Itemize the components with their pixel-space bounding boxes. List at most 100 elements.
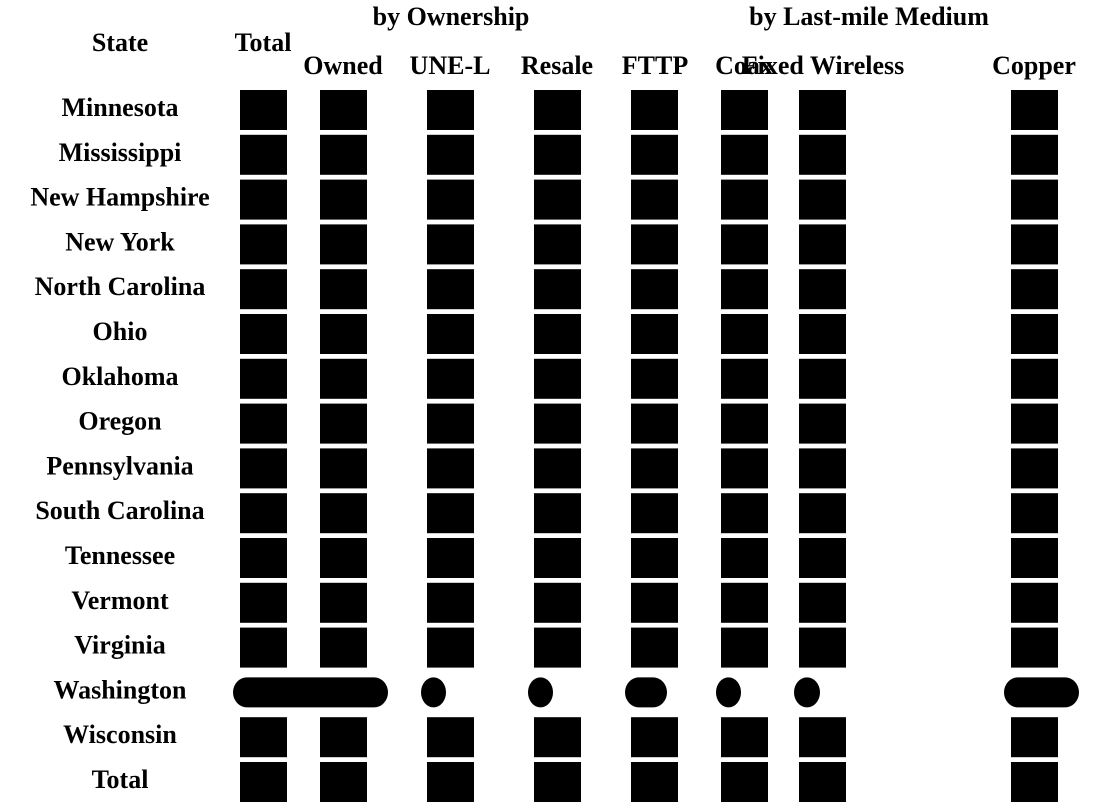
- redaction: [1011, 627, 1058, 668]
- redaction: [1011, 90, 1058, 130]
- redaction: [320, 179, 367, 220]
- redaction: [534, 358, 581, 399]
- row-label: Mississippi: [59, 138, 182, 167]
- redaction: [799, 762, 846, 802]
- row-label: Oregon: [78, 407, 162, 436]
- row-label: Virginia: [74, 631, 165, 660]
- redaction: [320, 358, 367, 399]
- redaction: [799, 269, 846, 310]
- redaction: [320, 269, 367, 310]
- row-label: Wisconsin: [63, 720, 177, 749]
- redaction: [534, 90, 581, 130]
- redaction: [721, 179, 768, 220]
- redaction: [721, 358, 768, 399]
- redaction: [1011, 358, 1058, 399]
- header-column: Owned: [303, 51, 383, 80]
- redaction: [1011, 403, 1058, 444]
- redaction: [631, 448, 678, 489]
- header-column: Copper: [992, 51, 1076, 80]
- redaction: [631, 627, 678, 668]
- redaction: [1011, 134, 1058, 175]
- redaction: [794, 677, 820, 708]
- redaction: [631, 762, 678, 802]
- redaction: [534, 134, 581, 175]
- redaction: [1004, 677, 1079, 708]
- redaction: [721, 403, 768, 444]
- redaction: [1011, 224, 1058, 265]
- redaction: [240, 358, 287, 399]
- header-total: Total: [235, 28, 292, 57]
- redaction: [534, 269, 581, 310]
- redaction: [1011, 493, 1058, 534]
- redaction: [721, 717, 768, 758]
- redaction: [534, 179, 581, 220]
- redaction: [534, 717, 581, 758]
- redaction: [534, 582, 581, 623]
- header-group: by Ownership: [373, 2, 530, 31]
- redaction: [233, 677, 388, 708]
- redaction: [427, 224, 474, 265]
- row-label: Pennsylvania: [46, 451, 193, 480]
- redaction: [534, 403, 581, 444]
- row-label: Minnesota: [62, 93, 179, 122]
- header-column: Fixed Wireless: [742, 51, 905, 80]
- header-column: Resale: [521, 51, 593, 80]
- redaction: [799, 538, 846, 578]
- redaction: [534, 448, 581, 489]
- redaction: [799, 358, 846, 399]
- redaction: [427, 717, 474, 758]
- redaction: [320, 717, 367, 758]
- redaction: [1011, 179, 1058, 220]
- redaction: [240, 403, 287, 444]
- redaction: [799, 403, 846, 444]
- redaction: [1011, 717, 1058, 758]
- row-label: Vermont: [71, 586, 169, 615]
- redaction: [320, 134, 367, 175]
- redaction: [320, 448, 367, 489]
- row-label: New York: [65, 227, 175, 256]
- redaction: [799, 493, 846, 534]
- redaction: [631, 582, 678, 623]
- redaction: [799, 134, 846, 175]
- redaction: [534, 224, 581, 265]
- redaction: [721, 627, 768, 668]
- redaction: [427, 627, 474, 668]
- redaction: [320, 762, 367, 802]
- redaction: [721, 538, 768, 578]
- redaction: [534, 627, 581, 668]
- header-state: State: [92, 28, 148, 57]
- redaction: [320, 314, 367, 354]
- redaction: [427, 269, 474, 310]
- redaction: [631, 493, 678, 534]
- header-column: FTTP: [622, 51, 689, 80]
- redaction: [427, 179, 474, 220]
- redaction: [631, 358, 678, 399]
- redaction: [631, 314, 678, 354]
- redaction: [427, 314, 474, 354]
- redaction: [721, 582, 768, 623]
- redaction: [631, 224, 678, 265]
- redaction: [799, 627, 846, 668]
- redaction: [320, 403, 367, 444]
- redaction: [427, 90, 474, 130]
- redaction: [799, 314, 846, 354]
- redaction: [631, 179, 678, 220]
- redaction: [427, 134, 474, 175]
- row-label: Tennessee: [65, 541, 175, 570]
- header-group: by Last-mile Medium: [749, 2, 989, 31]
- redaction: [534, 762, 581, 802]
- redaction: [799, 448, 846, 489]
- redaction: [631, 90, 678, 130]
- row-label: South Carolina: [35, 496, 204, 525]
- redaction: [721, 762, 768, 802]
- redaction: [1011, 762, 1058, 802]
- redaction: [721, 224, 768, 265]
- redaction: [427, 403, 474, 444]
- redaction: [427, 448, 474, 489]
- redaction: [421, 677, 446, 708]
- row-label: Ohio: [93, 317, 148, 346]
- redaction: [320, 90, 367, 130]
- redaction: [240, 762, 287, 802]
- redaction: [799, 90, 846, 130]
- redaction: [1011, 269, 1058, 310]
